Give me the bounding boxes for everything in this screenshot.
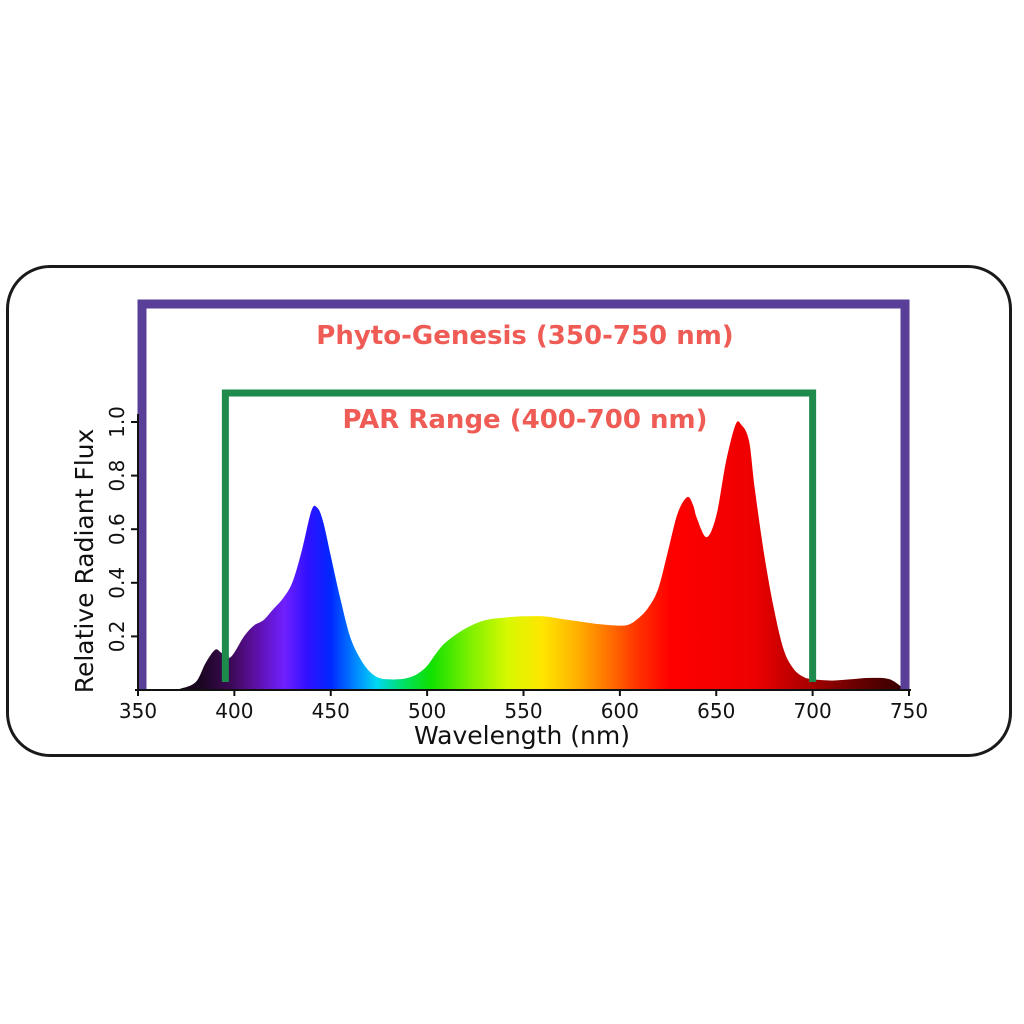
y-axis-title: Relative Radiant Flux	[70, 429, 99, 694]
spectrum-area	[166, 421, 906, 690]
x-tick-label: 400	[215, 699, 253, 723]
y-tick-label: 0.6	[105, 513, 129, 545]
phyto-genesis-bracket	[137, 299, 910, 690]
x-tick-label: 750	[890, 699, 928, 723]
y-tick-label: 0.2	[105, 620, 129, 652]
par-range-label: PAR Range (400-700 nm)	[343, 405, 708, 435]
y-tick-label: 0.8	[105, 460, 129, 492]
x-axis-title: Wavelength (nm)	[414, 721, 630, 750]
x-tick-label: 350	[119, 699, 157, 723]
x-tick-label: 600	[601, 699, 639, 723]
x-tick-label: 450	[312, 699, 350, 723]
y-tick-label: 1.0	[105, 406, 129, 438]
x-tick-label: 500	[408, 699, 446, 723]
par-range-bracket	[221, 389, 817, 682]
x-tick-label: 700	[794, 699, 832, 723]
x-tick-label: 550	[504, 699, 542, 723]
phyto-genesis-label: Phyto-Genesis (350-750 nm)	[316, 321, 733, 351]
y-tick-label: 0.4	[105, 567, 129, 599]
x-tick-label: 650	[697, 699, 735, 723]
